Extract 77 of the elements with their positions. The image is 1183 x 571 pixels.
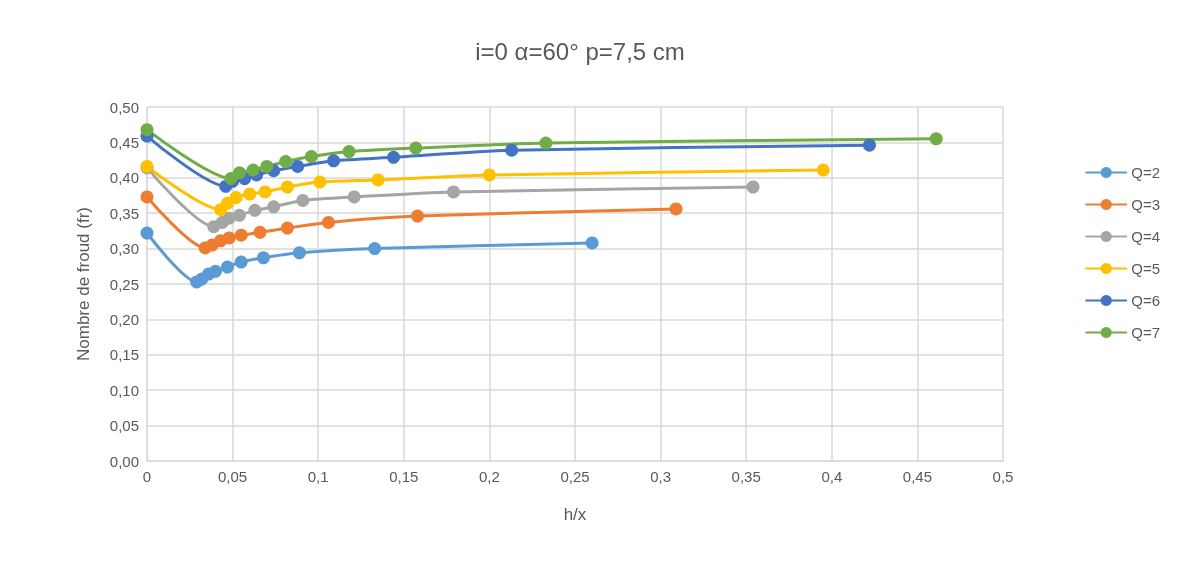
point <box>280 221 294 235</box>
point <box>929 132 943 146</box>
legend-label: Q=3 <box>1131 196 1161 213</box>
x-tick-label: 0,4 <box>821 468 843 485</box>
x-tick-label: 0,2 <box>478 468 500 485</box>
point <box>313 175 327 189</box>
point <box>296 193 310 207</box>
point <box>585 236 599 250</box>
point <box>256 251 270 265</box>
x-tick-label: 0,15 <box>389 468 419 485</box>
point <box>140 226 154 240</box>
point <box>387 150 401 164</box>
point <box>539 136 553 150</box>
point <box>371 173 385 187</box>
chart-title: i=0 α=60° p=7,5 cm <box>475 37 685 65</box>
x-tick-label: 0,35 <box>731 468 761 485</box>
point <box>267 200 281 214</box>
x-tick-label: 0,05 <box>218 468 248 485</box>
y-tick-label: 0,40 <box>109 169 139 187</box>
y-tick-label: 0,10 <box>109 381 139 399</box>
point <box>222 231 236 245</box>
point <box>248 203 262 217</box>
point <box>208 264 222 278</box>
point <box>260 159 274 173</box>
x-axis-title: h/x <box>563 505 587 524</box>
legend-label: Q=2 <box>1131 164 1161 181</box>
point <box>258 185 272 199</box>
y-tick-label: 0,45 <box>109 133 139 151</box>
x-tick-label: 0,1 <box>307 468 329 485</box>
y-tick-label: 0,25 <box>109 275 139 293</box>
point <box>342 145 356 159</box>
point <box>246 163 260 177</box>
point <box>292 246 306 260</box>
point <box>409 141 423 155</box>
legend-label: Q=5 <box>1131 260 1161 277</box>
x-tick-label: 0,3 <box>650 468 672 485</box>
point <box>140 190 154 204</box>
point <box>280 180 294 194</box>
point <box>243 187 257 201</box>
y-tick-label: 0,20 <box>109 310 139 328</box>
x-tick-label: 0,25 <box>560 468 590 485</box>
legend-label: Q=4 <box>1131 228 1161 245</box>
y-tick-label: 0,00 <box>109 452 139 470</box>
point <box>232 166 246 180</box>
point <box>220 260 234 274</box>
point <box>669 202 683 216</box>
y-tick-label: 0,35 <box>109 204 139 222</box>
point <box>816 163 830 177</box>
point <box>746 180 760 194</box>
point <box>232 208 246 222</box>
point <box>234 228 248 242</box>
point <box>446 185 460 199</box>
x-tick-label: 0,5 <box>992 468 1014 485</box>
point <box>327 154 341 168</box>
point <box>411 209 424 223</box>
legend-label: Q=7 <box>1131 324 1161 341</box>
point <box>347 190 361 204</box>
point <box>862 138 876 152</box>
y-tick-label: 0,30 <box>109 240 139 258</box>
point <box>304 150 318 164</box>
point <box>234 255 248 269</box>
point <box>279 155 293 169</box>
point <box>505 143 519 157</box>
legend-label: Q=6 <box>1131 292 1161 309</box>
y-axis-title: Nombre de froud (fr) <box>74 207 93 361</box>
y-tick-label: 0,50 <box>109 98 139 116</box>
point <box>321 215 335 229</box>
point <box>482 168 496 182</box>
y-tick-label: 0,05 <box>109 417 139 435</box>
point <box>140 123 154 137</box>
y-tick-label: 0,15 <box>109 346 139 364</box>
point <box>368 242 382 256</box>
point <box>253 225 267 239</box>
x-tick-label: 0 <box>142 468 152 485</box>
point <box>291 159 305 173</box>
point <box>229 191 243 205</box>
x-tick-label: 0,45 <box>902 468 932 485</box>
